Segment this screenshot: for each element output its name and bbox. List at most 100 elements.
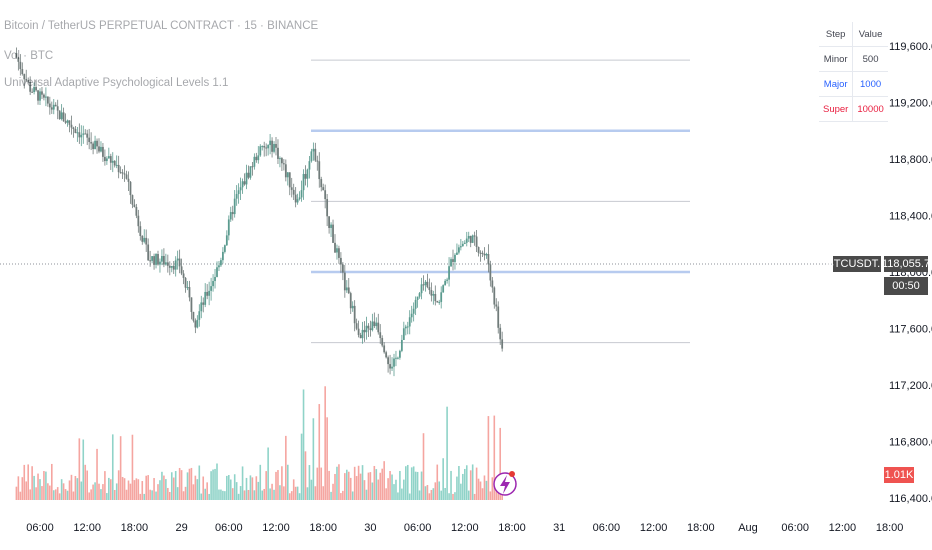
candle-body	[448, 266, 450, 280]
candle-body	[204, 291, 207, 305]
volume-bar	[243, 490, 246, 500]
candle-body	[45, 96, 47, 98]
table-header-value: Value	[852, 22, 888, 47]
volume-bar	[102, 484, 104, 500]
y-tick-label: 119,200.0	[889, 98, 932, 110]
volume-bar	[129, 483, 132, 500]
volume-bar	[222, 490, 224, 500]
volume-bar	[119, 436, 122, 500]
candle-body	[92, 143, 94, 150]
candle-body	[66, 120, 69, 123]
volume-bar	[399, 470, 401, 500]
candle-body	[17, 57, 20, 62]
volume-bar	[94, 482, 96, 500]
volume-bar	[121, 476, 124, 500]
volume-bar	[267, 447, 269, 500]
indicator-label[interactable]: Universal Adaptive Psychological Levels …	[4, 77, 229, 89]
candle-body	[164, 262, 167, 265]
lightning-icon[interactable]	[493, 471, 517, 496]
candle-body	[359, 334, 362, 339]
volume-bar	[174, 471, 177, 500]
candle-body	[113, 160, 116, 166]
volume-bar	[340, 493, 342, 500]
volume-bar	[186, 472, 189, 500]
candle-body	[497, 306, 500, 328]
x-tick-label: 18:00	[309, 522, 337, 534]
candle-body	[487, 253, 490, 265]
candle-body	[153, 256, 155, 265]
volume-bar	[367, 472, 370, 500]
volume-bar	[290, 491, 293, 500]
candle-body	[418, 293, 421, 297]
volume-bar	[418, 490, 421, 500]
volume-bar	[318, 404, 321, 500]
candle-body	[261, 146, 264, 148]
candle-body	[129, 181, 132, 196]
candle-body	[223, 245, 226, 252]
volume-bar	[412, 466, 415, 500]
candle-body	[60, 112, 63, 120]
volume-bar	[117, 470, 120, 500]
volume-bar	[155, 491, 157, 500]
candle-body	[214, 276, 216, 282]
candle-body	[420, 284, 423, 294]
y-tick-label: 118,400.0	[889, 211, 932, 223]
candle-body	[373, 321, 376, 327]
volume-bar	[361, 465, 364, 500]
candle-body	[200, 302, 203, 312]
candle-body	[21, 69, 24, 75]
table-cell-label: Super	[819, 96, 854, 122]
volume-bar	[200, 493, 203, 500]
volume-bar	[277, 470, 279, 500]
candle-body	[105, 158, 108, 162]
candle-body	[78, 132, 81, 138]
candle-body	[458, 247, 460, 253]
candle-body	[491, 280, 494, 288]
candle-body	[186, 287, 189, 289]
candle-body	[184, 277, 187, 288]
candle-body	[395, 357, 397, 359]
volume-bar	[220, 489, 222, 500]
candle-body	[182, 273, 185, 278]
candle-body	[275, 143, 277, 148]
candle-body	[363, 329, 366, 333]
x-tick-label: 12:00	[451, 522, 479, 534]
volume-bar	[41, 486, 43, 500]
volume-bar	[353, 466, 356, 500]
symbol-title[interactable]: Bitcoin / TetherUS PERPETUAL CONTRACT · …	[4, 20, 319, 32]
volume-indicator-label[interactable]: Vol · BTC	[4, 50, 54, 62]
volume-bar	[88, 492, 90, 500]
x-tick-label: 18:00	[121, 522, 149, 534]
candle-body	[46, 96, 49, 104]
volume-bar	[127, 480, 130, 500]
candle-body	[194, 320, 197, 328]
volume-bar	[365, 489, 368, 500]
candle-body	[326, 199, 329, 217]
volume-bar	[62, 483, 65, 500]
x-tick-label: 12:00	[829, 522, 857, 534]
volume-bar	[369, 472, 372, 500]
volume-bar	[491, 477, 494, 500]
candle-body	[64, 121, 67, 123]
volume-bar	[330, 491, 332, 500]
candle-body	[100, 146, 102, 152]
volume-bar	[161, 471, 163, 500]
volume-bar	[395, 479, 397, 500]
volume-bar	[253, 490, 256, 500]
candle-body	[351, 305, 354, 309]
candle-body	[471, 235, 474, 243]
volume-bar	[226, 475, 228, 500]
volume-bar	[86, 470, 88, 500]
candle-body	[296, 199, 299, 203]
volume-bar	[465, 465, 468, 500]
candle-body	[318, 161, 321, 180]
table-cell-value: 500	[852, 46, 888, 72]
candle-body	[88, 137, 91, 143]
candle-body	[131, 195, 134, 205]
y-tick-label: 116,400.0	[889, 493, 932, 505]
volume-bar	[316, 467, 319, 500]
volume-bar	[78, 438, 81, 500]
candle-body	[35, 87, 37, 91]
volume-bar	[231, 488, 234, 500]
